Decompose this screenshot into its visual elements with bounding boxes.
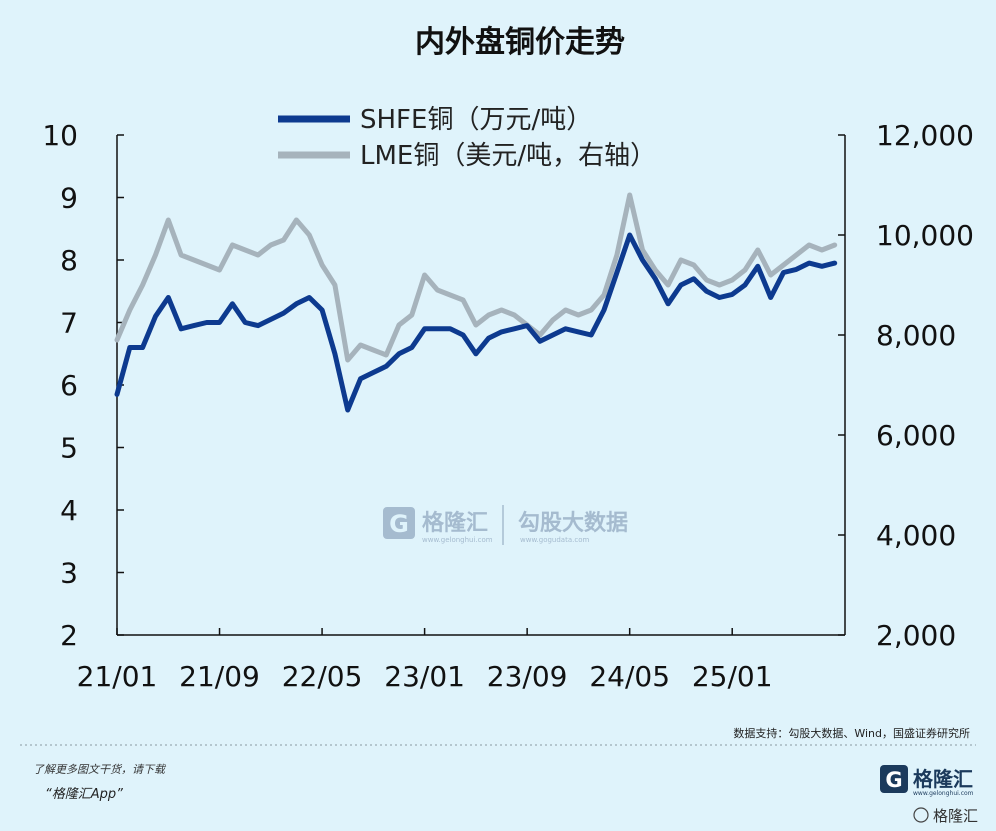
footer-brand-logo-letter: G (885, 768, 902, 792)
footer-brand: G 格隆汇 www.gelonghui.com 格隆汇 (880, 765, 978, 825)
right-axis-ticks: 2,000 4,000 6,000 8,000 10,000 12,000 (838, 119, 974, 652)
right-tick-label: 8,000 (876, 319, 956, 352)
right-tick-label: 4,000 (876, 519, 956, 552)
footer-brand-logo-icon (880, 765, 908, 793)
footer-brand-badge-icon (913, 807, 929, 823)
right-tick-label: 2,000 (876, 619, 956, 652)
x-tick-label: 21/01 (77, 660, 158, 693)
x-tick-label: 23/09 (487, 660, 568, 693)
watermark-partner-url: www.gogudata.com (520, 536, 589, 544)
footer-brand-name: 格隆汇 (913, 767, 973, 791)
left-tick-label: 8 (60, 244, 78, 277)
footer-brand-bottom: 格隆汇 (933, 807, 978, 825)
watermark: G 格隆汇 www.gelonghui.com 勾股大数据 www.goguda… (383, 505, 628, 545)
footer-brand-url: www.gelonghui.com (913, 790, 974, 797)
axes (116, 135, 846, 636)
footer-note: 了解更多图文干货，请下载 (33, 763, 167, 776)
series-lme-line (114, 192, 838, 363)
left-tick-label: 2 (60, 619, 78, 652)
left-tick-label: 10 (42, 119, 78, 152)
watermark-logo-letter: G (389, 510, 409, 538)
x-tick-label: 24/05 (589, 660, 670, 693)
left-tick-label: 3 (60, 557, 78, 590)
x-tick-label: 21/09 (179, 660, 260, 693)
x-tick-label: 22/05 (282, 660, 363, 693)
legend-label-lme: LME铜（美元/吨，右轴） (360, 141, 656, 171)
x-tick-label: 25/01 (692, 660, 773, 693)
x-axis-ticks: 21/01 21/09 22/05 23/01 23/09 24/05 25/01 (77, 628, 773, 693)
chart-title: 内外盘铜价走势 (415, 25, 625, 60)
left-tick-label: 6 (60, 369, 78, 402)
left-tick-label: 5 (60, 432, 78, 465)
watermark-partner: 勾股大数据 (518, 510, 628, 536)
watermark-brand: 格隆汇 (422, 510, 488, 536)
x-tick-label: 23/01 (384, 660, 465, 693)
left-tick-label: 7 (60, 307, 78, 340)
left-axis-ticks: 2 3 4 5 6 7 8 9 10 (42, 119, 124, 652)
left-tick-label: 9 (60, 182, 78, 215)
right-tick-label: 6,000 (876, 419, 956, 452)
watermark-logo-icon (383, 507, 415, 539)
source-note: 数据支持：勾股大数据、Wind，国盛证券研究所 (733, 726, 970, 740)
watermark-brand-url: www.gelonghui.com (422, 536, 493, 544)
right-tick-label: 12,000 (876, 119, 974, 152)
legend: SHFE铜（万元/吨） LME铜（美元/吨，右轴） (278, 105, 656, 171)
footer-app: “格隆汇App” (45, 787, 123, 802)
series-layer (114, 192, 838, 413)
left-tick-label: 4 (60, 494, 78, 527)
right-tick-label: 10,000 (876, 219, 974, 252)
legend-label-shfe: SHFE铜（万元/吨） (360, 105, 592, 135)
